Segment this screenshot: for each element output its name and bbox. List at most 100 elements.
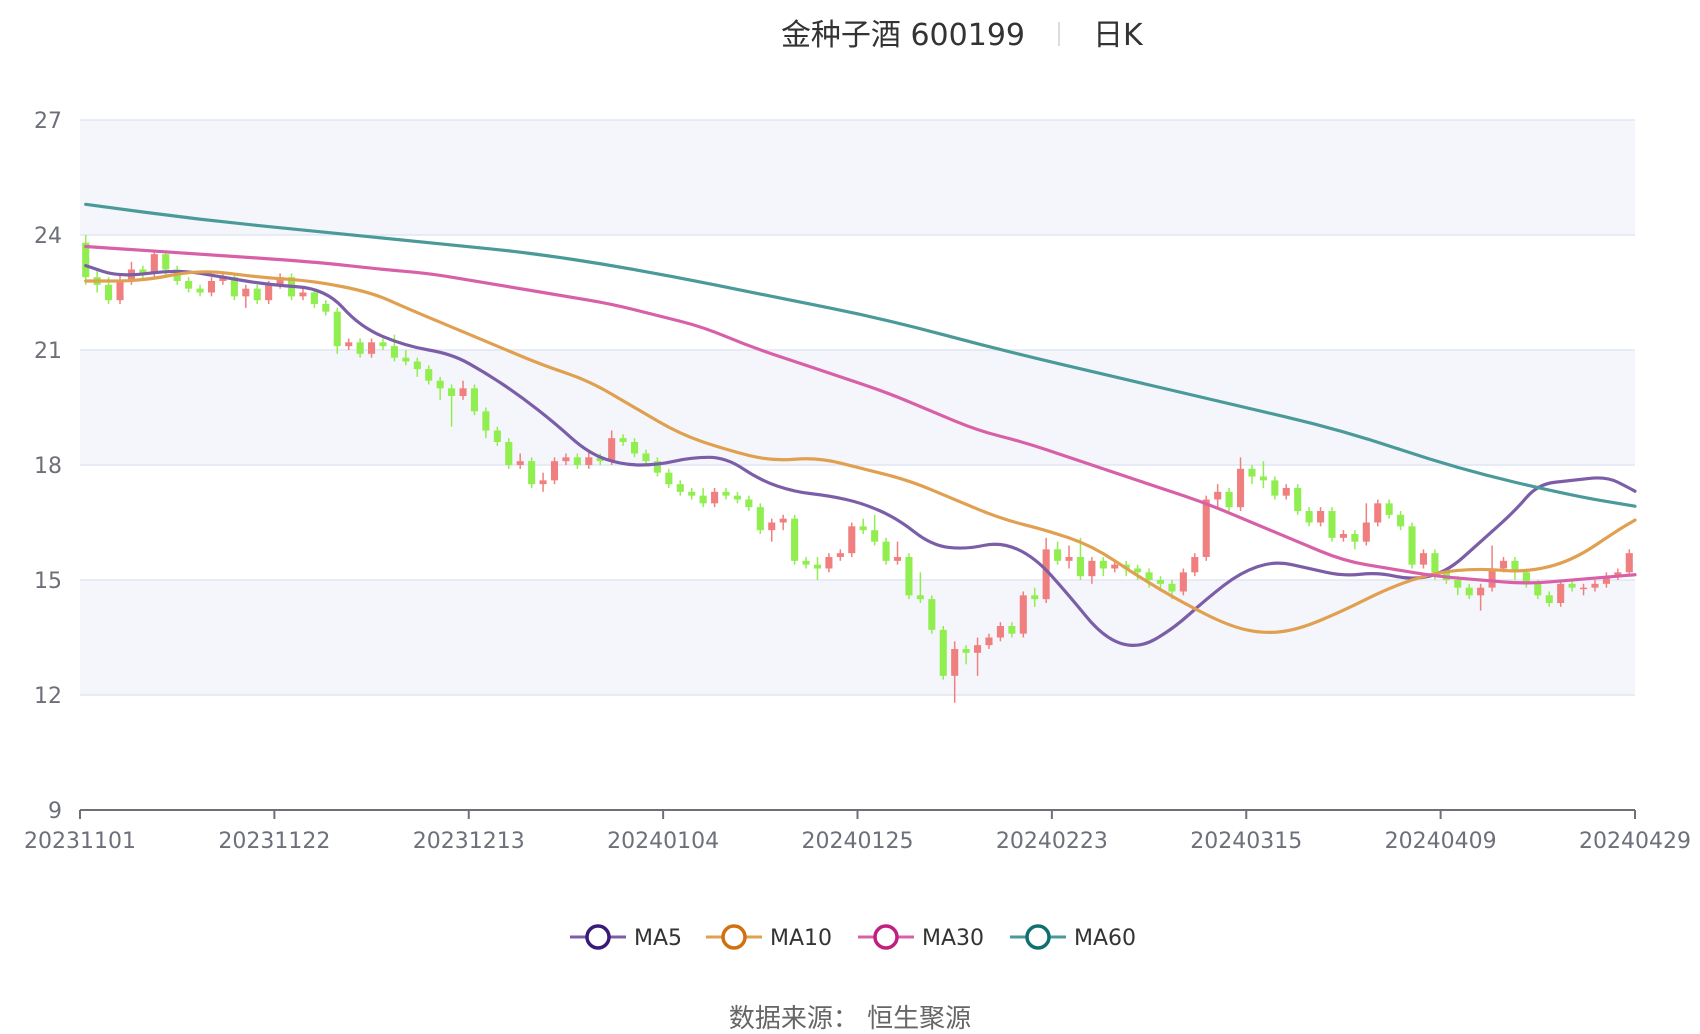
candle-body [196, 288, 204, 293]
candle-body [688, 491, 696, 496]
candle [813, 557, 822, 580]
candle-body [333, 311, 341, 347]
candle-body [1042, 549, 1050, 600]
candle [242, 284, 250, 308]
legend-item-ma60[interactable]: MA60 [1010, 924, 1136, 951]
candle-body [1431, 553, 1439, 573]
candle [1511, 557, 1519, 580]
legend-marker [1025, 924, 1051, 950]
candle-body [562, 457, 570, 462]
legend-label: MA30 [922, 926, 984, 951]
candle [402, 350, 410, 366]
y-tick-label: 18 [34, 454, 62, 479]
x-axis: 20231101 20231122 20231213 20240104 20240125… [24, 809, 1691, 854]
candle-body [1088, 560, 1096, 577]
candle [436, 376, 444, 400]
candle-body [150, 254, 158, 274]
candle [539, 472, 547, 492]
candle-body [733, 495, 741, 500]
x-tick-label: 20231213 [413, 829, 525, 854]
candle-body [1054, 549, 1062, 561]
candle [1282, 484, 1290, 500]
candle [562, 453, 570, 465]
candle-body [676, 484, 684, 492]
candle-body [596, 457, 604, 462]
candle [1465, 583, 1473, 600]
candle-body [1534, 583, 1542, 596]
candle-body [345, 342, 353, 347]
candle-body [1602, 576, 1610, 584]
candle [425, 365, 433, 385]
candle-body [1145, 572, 1153, 580]
candle-body [893, 557, 902, 561]
candle-body [1477, 587, 1485, 596]
candle-body [1317, 511, 1325, 523]
candle [745, 495, 753, 511]
candle [1397, 511, 1405, 531]
candle-body [1134, 568, 1142, 573]
legend-label: MA60 [1074, 926, 1136, 951]
candle [185, 277, 193, 293]
y-tick-label: 27 [34, 109, 62, 134]
x-tick-label: 20240409 [1385, 829, 1497, 854]
candle [1477, 583, 1485, 611]
candle [470, 384, 479, 416]
candle-body [962, 649, 970, 653]
candle [756, 503, 764, 534]
candle [1339, 530, 1347, 542]
candle-body [1419, 553, 1428, 565]
candle-body [1397, 514, 1405, 527]
candle-body [608, 438, 616, 462]
candle-body [1202, 499, 1210, 557]
candle [974, 637, 982, 676]
candle-body [482, 411, 490, 431]
candle-body [1625, 553, 1633, 573]
chart-period: 日K [1093, 18, 1144, 53]
candle [573, 453, 581, 469]
candle-body [1225, 491, 1233, 508]
candle-body [630, 442, 639, 454]
candle-body [1591, 583, 1599, 588]
legend-item-ma30[interactable]: MA30 [858, 924, 984, 951]
candle [1271, 476, 1279, 500]
candle-body [768, 522, 776, 531]
candle [1179, 568, 1187, 596]
x-tick-label: 20240223 [996, 829, 1108, 854]
candle-body [1076, 557, 1085, 577]
candle-body [585, 457, 593, 465]
candle [1259, 461, 1267, 488]
candle-body [1488, 568, 1496, 588]
legend-marker [585, 924, 611, 950]
candle-body [1465, 587, 1473, 596]
candle [516, 453, 524, 469]
candle [1557, 580, 1565, 607]
candle [379, 338, 387, 350]
candle [493, 426, 501, 446]
candle [928, 595, 936, 634]
candle [299, 288, 307, 301]
y-axis: 27 24 21 18 15 12 9 [34, 109, 62, 824]
candle [699, 488, 707, 508]
plot-band [80, 120, 1635, 235]
candle-body [1099, 560, 1107, 569]
legend-label: MA10 [770, 926, 832, 951]
candle [1214, 484, 1222, 508]
candle-body [619, 438, 627, 442]
candle-body [653, 461, 661, 473]
x-tick-label: 20240104 [607, 829, 719, 854]
candle [1202, 495, 1210, 561]
candle [459, 380, 467, 400]
candle-body [825, 557, 833, 569]
candle-body [996, 626, 1004, 638]
candle-body [162, 254, 170, 270]
candle [1614, 568, 1622, 580]
legend-label: MA5 [634, 926, 682, 951]
candle-body [425, 369, 433, 381]
plot-band [80, 580, 1635, 695]
candle [871, 514, 879, 546]
candle [448, 384, 456, 427]
legend-item-ma5[interactable]: MA5 [570, 924, 682, 951]
legend[interactable]: MA5 MA10 MA30 MA60 [570, 924, 1136, 951]
legend-item-ma10[interactable]: MA10 [706, 924, 832, 951]
candle [1031, 587, 1039, 607]
